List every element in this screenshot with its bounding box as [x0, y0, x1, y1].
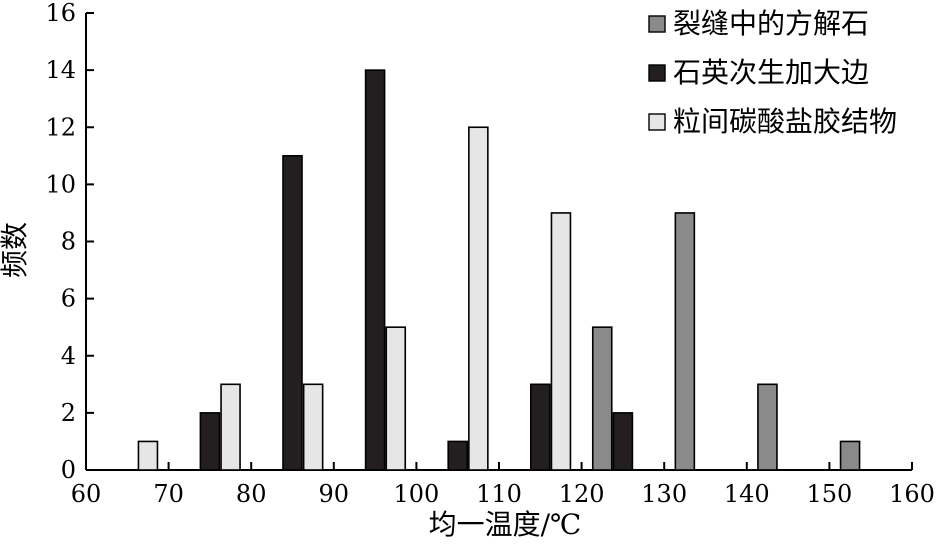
x-tick-label: 80	[236, 480, 267, 508]
bar-series-1	[757, 383, 778, 471]
bar-series-3	[137, 440, 159, 471]
bar-series-1	[839, 440, 861, 471]
bar-series-2	[199, 412, 221, 471]
bar-series-1	[591, 326, 613, 471]
legend-swatch	[648, 113, 666, 131]
y-tick-label: 14	[45, 56, 76, 84]
bar-series-3	[468, 126, 489, 471]
y-axis-title: 频数	[0, 222, 31, 278]
y-tick-label: 10	[45, 170, 76, 198]
x-tick-label: 110	[476, 480, 522, 508]
legend-swatch	[648, 64, 666, 82]
x-tick-label: 60	[71, 480, 102, 508]
y-tick-label: 16	[45, 0, 76, 27]
x-tick-label: 160	[889, 480, 935, 508]
x-axis-title: 均一温度/℃	[429, 508, 582, 541]
bar-series-2	[282, 155, 303, 471]
bar-series-1	[674, 212, 696, 471]
bar-series-2	[529, 383, 551, 471]
bar-series-3	[550, 212, 572, 471]
bar-series-3	[385, 326, 407, 471]
y-tick-label: 8	[61, 228, 76, 256]
legend-label: 裂缝中的方解石	[673, 7, 869, 40]
x-tick-label: 130	[641, 480, 687, 508]
legend-label: 粒间碳酸盐胶结物	[673, 105, 897, 138]
bars-layer	[137, 69, 861, 471]
y-tick-label: 6	[61, 285, 76, 313]
bar-series-2	[364, 69, 386, 471]
bar-series-2	[447, 440, 469, 471]
y-tick-label: 0	[61, 456, 76, 484]
legend-swatch	[648, 15, 666, 33]
axes-layer: 0 2 4 6 8 10 12 14 16 60 70 80 90 100 110 120 130 140 150 1…	[45, 0, 934, 508]
x-tick-label: 140	[724, 480, 770, 508]
bar-series-3	[220, 383, 241, 471]
bar-series-2	[612, 412, 634, 471]
legend-label: 石英次生加大边	[673, 56, 869, 89]
y-tick-label: 12	[45, 113, 76, 141]
y-tick-label: 4	[61, 342, 76, 370]
y-tick-label: 2	[61, 399, 76, 427]
x-tick-label: 120	[559, 480, 605, 508]
bar-series-3	[302, 383, 324, 471]
x-tick-label: 100	[393, 480, 439, 508]
x-tick-label: 150	[806, 480, 852, 508]
x-tick-label: 70	[153, 480, 184, 508]
x-tick-label: 90	[319, 480, 350, 508]
